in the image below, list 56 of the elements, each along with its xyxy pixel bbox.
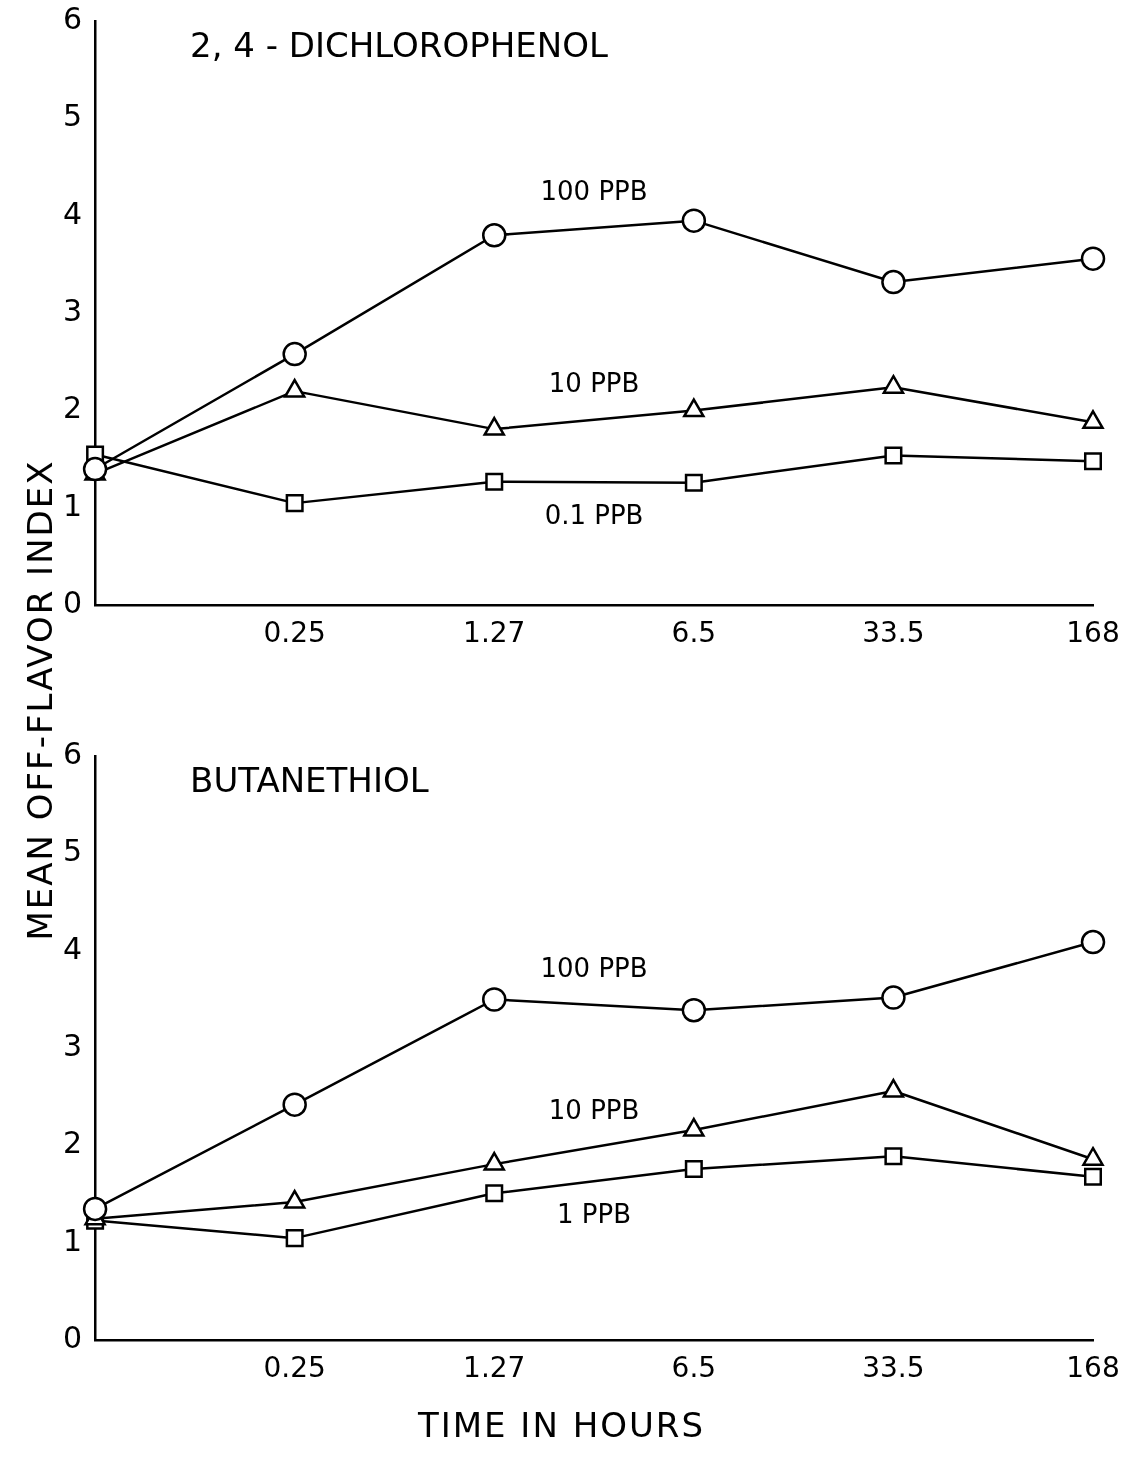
chart-title: BUTANETHIOL <box>190 759 429 800</box>
y-axis-title: MEAN OFF-FLAVOR INDEX <box>20 458 60 943</box>
point <box>1083 1167 1103 1186</box>
series-label: 10 PPB <box>548 367 640 398</box>
point <box>285 1229 304 1248</box>
x-axis-title: TIME IN HOURS <box>416 1405 707 1445</box>
y-tick-label: 3 <box>62 293 83 328</box>
series-label: 10 PPB <box>548 1094 640 1125</box>
point <box>684 473 703 492</box>
point <box>881 269 906 295</box>
point <box>681 208 707 233</box>
point <box>1080 246 1106 271</box>
y-tick-label: 2 <box>62 390 83 426</box>
y-tick-label: 6 <box>62 0 83 36</box>
point <box>282 1092 307 1117</box>
point <box>681 997 707 1023</box>
point <box>884 1147 903 1166</box>
y-tick-label: 5 <box>62 98 83 134</box>
y-tick-label: 1 <box>62 487 83 523</box>
point <box>482 987 507 1012</box>
x-tick-label: 0.25 <box>263 1351 326 1385</box>
point <box>1083 452 1103 471</box>
chart-title: 2, 4 - DICHLOROPHENOL <box>190 24 608 65</box>
y-tick-label: 0 <box>62 585 83 621</box>
point <box>482 223 507 248</box>
x-tick-label: 6.5 <box>671 1351 717 1385</box>
y-tick-label: 2 <box>62 1125 83 1161</box>
point <box>881 985 906 1010</box>
y-tick-label: 4 <box>62 195 83 231</box>
y-tick-label: 3 <box>62 1028 83 1063</box>
x-tick-label: 168 <box>1066 1351 1120 1385</box>
series-label: 1 PPB <box>557 1198 632 1229</box>
x-tick-label: 1.27 <box>463 1351 526 1385</box>
y-tick-label: 6 <box>62 735 83 771</box>
point <box>485 1184 504 1203</box>
x-tick-label: 33.5 <box>862 1351 925 1385</box>
y-tick-label: 0 <box>62 1320 83 1356</box>
point <box>684 1159 703 1178</box>
point <box>1080 929 1106 955</box>
y-tick-label: 5 <box>62 833 83 869</box>
point <box>82 1196 108 1222</box>
x-tick-label: 33.5 <box>862 616 925 650</box>
x-tick-label: 168 <box>1066 616 1120 650</box>
point <box>884 446 903 465</box>
y-tick-label: 1 <box>62 1222 83 1258</box>
point <box>82 456 108 482</box>
series-label: 0.1 PPB <box>544 499 644 530</box>
point <box>485 472 504 491</box>
x-tick-label: 6.5 <box>671 616 717 650</box>
series-label: 100 PPB <box>540 952 648 983</box>
x-tick-label: 0.25 <box>263 616 326 650</box>
point <box>282 341 307 367</box>
series-label: 100 PPB <box>540 175 648 206</box>
point <box>285 494 304 513</box>
y-tick-label: 4 <box>62 930 83 966</box>
x-tick-label: 1.27 <box>463 616 526 650</box>
